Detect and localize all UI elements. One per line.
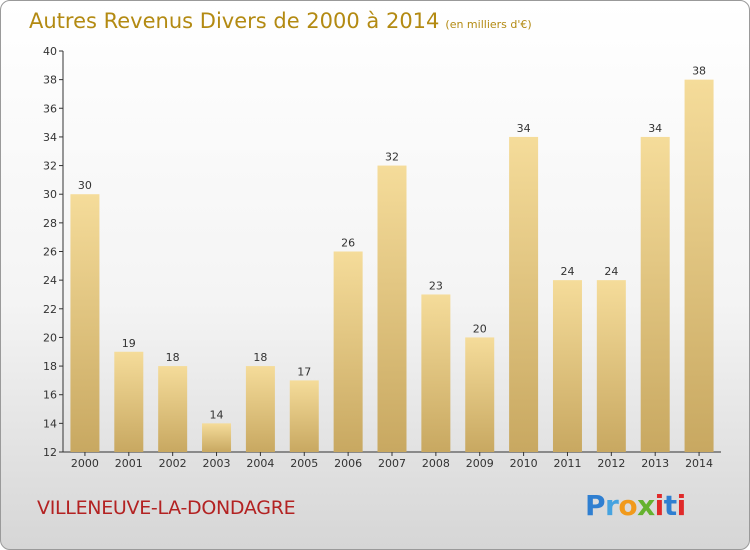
bar	[202, 423, 232, 452]
logo-letter: r	[605, 489, 619, 522]
x-tick-label: 2001	[115, 457, 143, 470]
bar-value-label: 18	[253, 351, 267, 364]
logo-letter: o	[618, 489, 638, 522]
title-unit: (en milliers d'€)	[445, 18, 532, 31]
x-tick-label: 2011	[553, 457, 581, 470]
logo-letter: x	[637, 489, 655, 522]
bar-value-label: 14	[210, 408, 224, 421]
bar	[114, 351, 144, 452]
y-tick-label: 12	[43, 446, 57, 459]
bar-value-label: 24	[560, 265, 574, 278]
bar-value-label: 24	[604, 265, 618, 278]
x-tick-label: 2009	[466, 457, 494, 470]
bar	[465, 337, 495, 452]
logo-letter: t	[663, 489, 677, 522]
x-tick-label: 2014	[685, 457, 713, 470]
x-tick-label: 2002	[159, 457, 187, 470]
logo-letter: i	[654, 489, 665, 522]
x-tick-label: 2000	[71, 457, 99, 470]
x-tick-label: 2008	[422, 457, 450, 470]
y-tick-label: 16	[43, 389, 57, 402]
bar-value-label: 18	[166, 351, 180, 364]
y-tick-label: 28	[43, 217, 57, 230]
bar-value-label: 34	[517, 122, 531, 135]
y-tick-label: 32	[43, 160, 57, 173]
bar	[70, 194, 100, 452]
y-tick-label: 20	[43, 331, 57, 344]
bar-value-label: 38	[692, 65, 706, 78]
y-tick-label: 18	[43, 360, 57, 373]
bar-value-label: 32	[385, 151, 399, 164]
y-tick-label: 24	[43, 274, 57, 287]
logo-letter: i	[676, 489, 687, 522]
x-tick-label: 2006	[334, 457, 362, 470]
bar	[684, 79, 714, 453]
bar	[333, 251, 363, 452]
x-tick-label: 2007	[378, 457, 406, 470]
bar	[289, 380, 319, 452]
y-tick-label: 30	[43, 188, 57, 201]
y-tick-label: 14	[43, 417, 57, 430]
bar-value-label: 34	[648, 122, 662, 135]
x-tick-label: 2004	[246, 457, 274, 470]
commune-name: VILLENEUVE-LA-DONDAGRE	[37, 497, 296, 519]
x-tick-label: 2005	[290, 457, 318, 470]
chart-title: Autres Revenus Divers de 2000 à 2014 (en …	[29, 9, 532, 33]
bars: 30 19 18 14 18 17 26 32 23 20 34 24 24 34 38	[70, 65, 714, 453]
bar	[596, 280, 626, 452]
x-tick-label: 2010	[510, 457, 538, 470]
proxiti-logo: Proxiti	[585, 489, 686, 522]
y-tick-label: 34	[43, 131, 57, 144]
x-tick-label: 2013	[641, 457, 669, 470]
bar-value-label: 30	[78, 179, 92, 192]
bar-value-label: 20	[473, 322, 487, 335]
bar	[245, 366, 275, 452]
bar	[158, 366, 188, 452]
bar-value-label: 17	[297, 365, 311, 378]
axes: 12 14 16 18 20 22 24 26 28 30 32 34 36 38 40 2000 2001 20…	[43, 45, 721, 470]
bar	[552, 280, 582, 452]
bar-value-label: 19	[122, 337, 136, 350]
bar	[640, 136, 670, 452]
x-tick-label: 2012	[597, 457, 625, 470]
y-tick-label: 26	[43, 246, 57, 259]
bar	[377, 165, 407, 453]
y-tick-label: 40	[43, 45, 57, 58]
bar	[421, 294, 451, 452]
logo-letter: P	[585, 489, 606, 522]
y-tick-label: 36	[43, 102, 57, 115]
y-tick-label: 38	[43, 74, 57, 87]
y-tick-label: 22	[43, 303, 57, 316]
bar-value-label: 26	[341, 237, 355, 250]
bar-value-label: 23	[429, 279, 443, 292]
bar	[509, 136, 539, 452]
title-main: Autres Revenus Divers de 2000 à 2014	[29, 9, 440, 33]
x-tick-label: 2003	[203, 457, 231, 470]
